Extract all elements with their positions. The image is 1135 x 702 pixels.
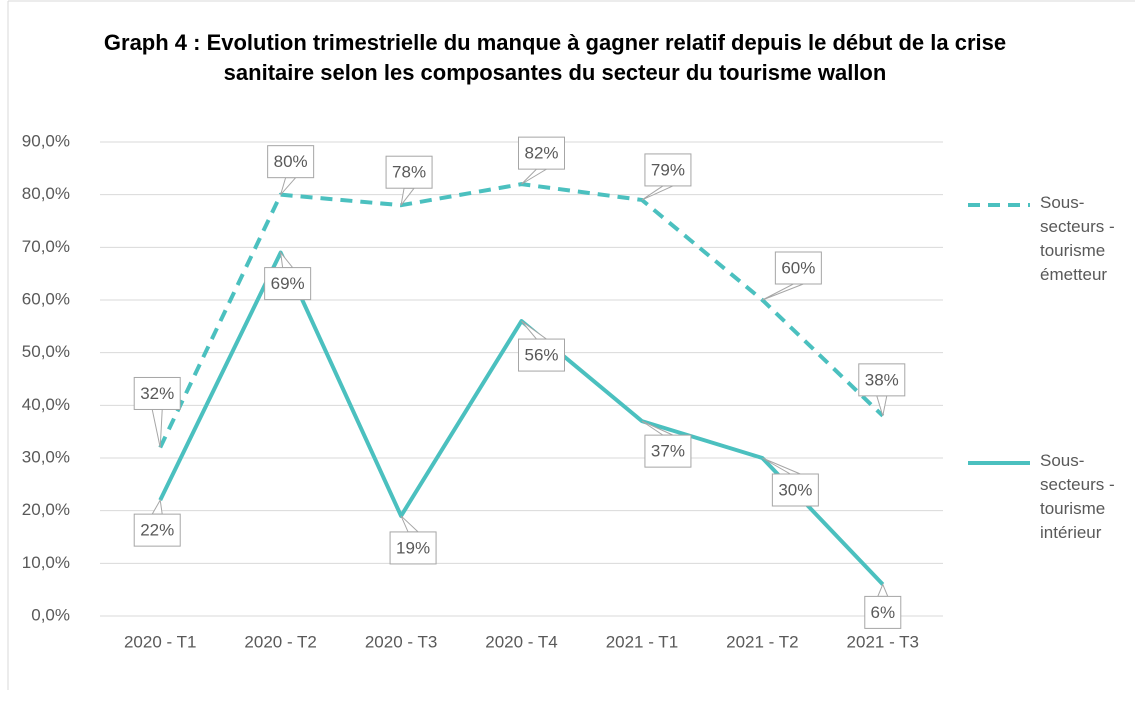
data-label: 38% xyxy=(865,370,899,389)
data-label: 22% xyxy=(140,521,174,540)
data-label-box xyxy=(774,251,822,285)
data-label: 30% xyxy=(778,480,812,499)
data-label-box xyxy=(641,185,674,201)
data-label-box xyxy=(385,155,433,189)
data-label-box xyxy=(877,583,889,597)
y-tick-label: 10,0% xyxy=(22,553,70,572)
data-label-box xyxy=(762,283,804,301)
y-tick-label: 0,0% xyxy=(31,605,70,624)
series-line xyxy=(158,182,885,449)
data-label: 78% xyxy=(392,163,426,182)
x-tick-label: 2021 - T3 xyxy=(847,632,919,651)
data-label-box xyxy=(644,153,692,187)
data-label: 82% xyxy=(524,144,558,163)
data-label: 60% xyxy=(781,258,815,277)
y-tick-label: 20,0% xyxy=(22,500,70,519)
data-label: 19% xyxy=(396,538,430,557)
data-label-box xyxy=(518,338,565,372)
legend-label: Sous-secteurs - tourisme émetteur xyxy=(1040,193,1115,284)
x-tick-label: 2021 - T2 xyxy=(726,632,798,651)
y-tick-label: 60,0% xyxy=(22,289,70,308)
data-label-box xyxy=(389,531,437,565)
data-label-box xyxy=(864,595,902,629)
data-label-box xyxy=(858,363,906,397)
data-label-box xyxy=(133,513,181,547)
x-tick-label: 2020 - T4 xyxy=(485,632,557,651)
chart-title: Graph 4 : Evolution trimestrielle du man… xyxy=(103,30,1007,85)
data-label: 37% xyxy=(651,442,685,461)
data-label-box xyxy=(267,145,315,179)
data-label-box xyxy=(521,320,549,340)
data-label-box xyxy=(151,408,163,448)
title-box: Graph 4 : Evolution trimestrielle du man… xyxy=(103,30,1007,85)
x-tick-label: 2021 - T1 xyxy=(606,632,678,651)
data-label-box xyxy=(133,376,181,410)
data-label-box xyxy=(400,515,420,533)
data-label: 56% xyxy=(524,346,558,365)
data-label-box xyxy=(518,136,565,170)
legend-label: Sous-secteurs - tourisme intérieur xyxy=(1040,451,1115,542)
data-label-box xyxy=(280,177,297,195)
data-label-box xyxy=(279,250,294,269)
data-label: 80% xyxy=(274,152,308,171)
y-tick-label: 90,0% xyxy=(22,131,70,150)
data-label: 6% xyxy=(870,603,895,622)
data-label-box xyxy=(264,267,312,301)
y-tick-label: 30,0% xyxy=(22,447,70,466)
x-tick-label: 2020 - T2 xyxy=(244,632,316,651)
x-tick-label: 2020 - T1 xyxy=(124,632,196,651)
data-label-box xyxy=(771,473,819,507)
data-label-box xyxy=(151,498,163,515)
data-label-box xyxy=(521,168,549,185)
data-label: 69% xyxy=(271,274,305,293)
data-label-box xyxy=(644,434,692,468)
series-line xyxy=(158,250,885,586)
data-label: 79% xyxy=(651,160,685,179)
y-tick-label: 80,0% xyxy=(22,184,70,203)
y-tick-label: 70,0% xyxy=(22,237,70,256)
x-tick-label: 2020 - T3 xyxy=(365,632,437,651)
y-tick-label: 40,0% xyxy=(22,395,70,414)
data-label: 32% xyxy=(140,384,174,403)
y-tick-label: 50,0% xyxy=(22,342,70,361)
